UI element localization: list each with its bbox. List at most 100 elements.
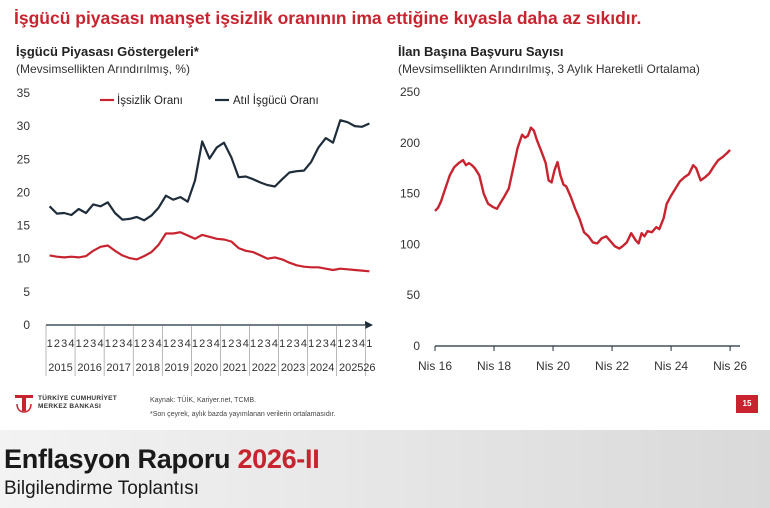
y-tick-label: 50 (407, 288, 421, 302)
quarter-tick-label: 4 (97, 338, 103, 350)
quarter-tick-label: 4 (272, 338, 278, 350)
quarter-tick-label: 3 (90, 338, 96, 350)
quarter-tick-label: 4 (127, 338, 133, 350)
quarter-tick-label: 3 (177, 338, 183, 350)
quarter-tick-label: 1 (221, 338, 227, 350)
y-tick-label: 250 (400, 85, 420, 99)
year-tick-label: 2025 (339, 362, 363, 374)
y-tick-label: 0 (413, 339, 420, 353)
source-note: Kaynak: TÜİK, Kariyer.net, TCMB. (150, 397, 256, 404)
quarter-tick-label: 1 (308, 338, 314, 350)
quarter-tick-label: 2 (199, 338, 205, 350)
y-tick-label: 20 (17, 185, 31, 199)
quarter-tick-label: 4 (68, 338, 74, 350)
quarter-tick-label: 3 (236, 338, 242, 350)
y-tick-label: 100 (400, 237, 420, 251)
x-tick-label: Nis 18 (477, 359, 511, 373)
right-chart-subtitle: (Mevsimsellikten Arındırılmış, 3 Aylık H… (398, 62, 700, 76)
y-tick-label: 35 (17, 86, 31, 100)
x-tick-label: Nis 24 (654, 359, 688, 373)
left-chart-title: İşgücü Piyasası Göstergeleri* (16, 44, 199, 59)
quarter-tick-label: 2 (112, 338, 118, 350)
year-tick-label: 2023 (281, 362, 305, 374)
quarter-tick-label: 2 (228, 338, 234, 350)
logo-line-2: MERKEZ BANKASI (38, 403, 102, 410)
x-axis-arrow (365, 321, 373, 329)
quarter-tick-label: 1 (250, 338, 256, 350)
year-tick-label: 2015 (48, 362, 72, 374)
meeting-title: Bilgilendirme Toplantısı (4, 478, 200, 499)
legend-label-underutilized: Atıl İşgücü Oranı (233, 94, 319, 107)
page-number: 15 (736, 395, 758, 413)
underutilized-labor-line (48, 119, 370, 222)
unemployment-rate-line (49, 231, 370, 273)
logo-line-1: TÜRKİYE CUMHURİYET (38, 395, 118, 402)
quarter-tick-label: 4 (185, 338, 191, 350)
cbrt-logo-icon (15, 395, 33, 413)
quarter-tick-label: 1 (337, 338, 343, 350)
quarter-tick-label: 1 (163, 338, 169, 350)
quarter-tick-label: 4 (156, 338, 162, 350)
slide-headline: İşgücü piyasası manşet işsizlik oranının… (14, 8, 642, 28)
footnote: *Son çeyrek, aylık bazda yayımlanan veri… (150, 411, 336, 418)
quarter-tick-label: 3 (148, 338, 154, 350)
logo-text: TÜRKİYE CUMHURİYET MERKEZ BANKASI (38, 395, 117, 411)
quarter-tick-label: 2 (257, 338, 263, 350)
y-tick-label: 30 (17, 119, 31, 133)
year-tick-label: 2017 (106, 362, 130, 374)
y-tick-label: 10 (17, 252, 31, 266)
quarter-tick-label: 2 (315, 338, 321, 350)
quarter-tick-label: 1 (76, 338, 82, 350)
quarter-tick-label: 2 (170, 338, 176, 350)
y-tick-label: 5 (23, 285, 30, 299)
y-tick-label: 25 (17, 152, 31, 166)
applications-per-posting-chart: 0 50 100 150 200 250 Nis 16 Nis 18 Nis 20 Nis 22 N… (400, 85, 747, 373)
y-tick-label: 200 (400, 136, 420, 150)
year-tick-label: 2018 (135, 362, 159, 374)
slide: İşgücü piyasası manşet işsizlik oranının… (14, 8, 758, 418)
legend-label-unemployment: İşsizlik Oranı (117, 94, 183, 107)
y-tick-label: 150 (400, 187, 420, 201)
quarter-tick-label: 3 (206, 338, 212, 350)
quarter-tick-label: 4 (330, 338, 336, 350)
y-tick-label: 15 (17, 219, 31, 233)
quarter-tick-label: 2 (83, 338, 89, 350)
quarter-tick-label: 3 (61, 338, 67, 350)
quarter-tick-label: 4 (243, 338, 249, 350)
quarter-tick-label: 1 (279, 338, 285, 350)
quarter-tick-label: 3 (119, 338, 125, 350)
quarter-tick-label: 3 (265, 338, 271, 350)
quarter-tick-label: 4 (359, 338, 365, 350)
x-tick-label: Nis 26 (713, 359, 747, 373)
quarter-tick-label: 1 (192, 338, 198, 350)
year-tick-label: 26 (363, 362, 375, 374)
x-tick-label: Nis 16 (418, 359, 452, 373)
quarter-tick-label: 4 (214, 338, 220, 350)
quarter-tick-label: 1 (47, 338, 53, 350)
year-tick-label: 2019 (165, 362, 189, 374)
year-tick-label: 2016 (77, 362, 101, 374)
quarter-tick-label: 4 (301, 338, 307, 350)
quarter-tick-label: 3 (323, 338, 329, 350)
report-title: Enflasyon Raporu 2026-II (4, 444, 320, 475)
report-number: 2026-II (237, 444, 320, 474)
footer-band (0, 430, 770, 508)
quarter-tick-label: 1 (105, 338, 111, 350)
year-tick-label: 2024 (310, 362, 334, 374)
year-tick-label: 2020 (194, 362, 218, 374)
x-tick-label: Nis 22 (595, 359, 629, 373)
quarter-tick-label: 1 (366, 338, 372, 350)
x-tick-label: Nis 20 (536, 359, 570, 373)
right-chart-title: İlan Başına Başvuru Sayısı (398, 44, 564, 59)
y-tick-label: 0 (23, 318, 30, 332)
quarter-tick-label: 2 (141, 338, 147, 350)
applications-per-posting-line (434, 126, 731, 250)
quarter-tick-label: 2 (286, 338, 292, 350)
report-name: Enflasyon Raporu (4, 444, 231, 474)
year-tick-label: 2021 (223, 362, 247, 374)
quarter-tick-label: 3 (294, 338, 300, 350)
quarter-tick-label: 2 (54, 338, 60, 350)
left-chart-subtitle: (Mevsimsellikten Arındırılmış, %) (16, 62, 191, 76)
quarter-tick-label: 1 (134, 338, 140, 350)
